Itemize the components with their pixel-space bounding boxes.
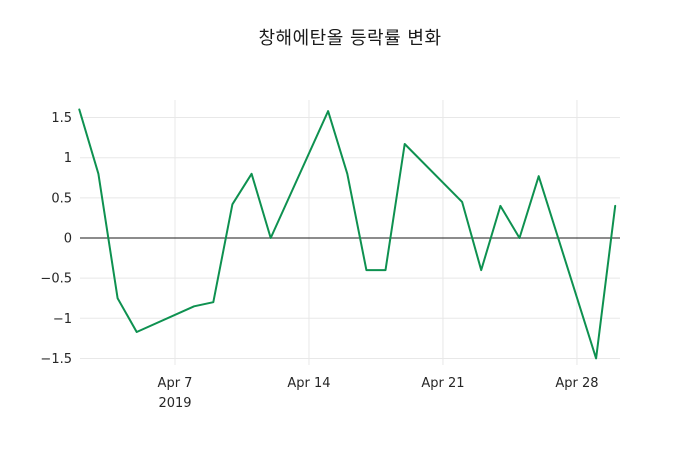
x-tick-label: Apr 7 xyxy=(158,376,193,391)
x-axis-year-label: 2019 xyxy=(158,396,191,411)
y-tick-label: −1.5 xyxy=(40,352,72,367)
y-tick-label: 0 xyxy=(64,232,72,247)
y-tick-label: −1 xyxy=(53,312,72,327)
y-tick-label: −0.5 xyxy=(40,272,72,287)
x-tick-label: Apr 14 xyxy=(287,376,330,391)
x-tick-label: Apr 21 xyxy=(421,376,464,391)
chart-title: 창해에탄올 등락률 변화 xyxy=(258,28,442,49)
y-tick-label: 0.5 xyxy=(51,191,72,206)
y-tick-label: 1.5 xyxy=(51,111,72,126)
x-tick-label: Apr 28 xyxy=(555,376,598,391)
y-tick-label: 1 xyxy=(64,151,72,166)
price-change-line xyxy=(78,108,617,360)
